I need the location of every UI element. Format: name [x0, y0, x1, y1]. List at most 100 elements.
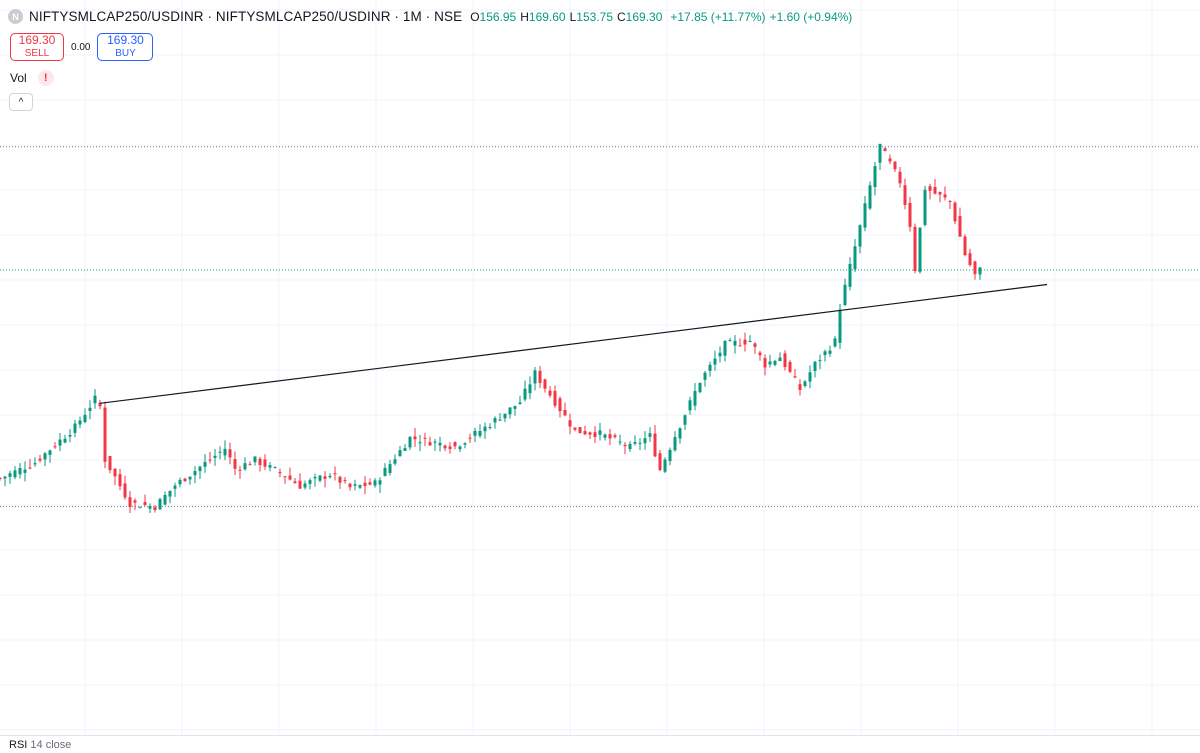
- candle-body: [703, 372, 707, 380]
- trade-buttons: 169.30 SELL 0.00 169.30 BUY: [10, 33, 154, 61]
- candle: [593, 426, 597, 444]
- candle: [633, 435, 637, 446]
- candle: [133, 498, 137, 510]
- candle-body: [273, 467, 277, 469]
- candle-body: [153, 507, 157, 511]
- buy-button[interactable]: 169.30 BUY: [97, 33, 154, 61]
- candle-body: [938, 192, 942, 195]
- candle-body: [828, 350, 832, 354]
- candle-body: [83, 414, 87, 423]
- candle-body: [543, 379, 547, 389]
- candle: [218, 446, 222, 460]
- candle-body: [413, 436, 417, 440]
- candle-body: [623, 444, 627, 447]
- candle: [513, 405, 517, 416]
- candle: [528, 376, 532, 400]
- candle: [603, 433, 607, 441]
- candle-body: [953, 202, 957, 222]
- candle: [228, 442, 232, 465]
- candle-body: [513, 405, 517, 409]
- chart-pane[interactable]: [0, 0, 1200, 735]
- candle: [678, 427, 682, 444]
- candle-body: [903, 185, 907, 205]
- candle: [938, 191, 942, 203]
- candle-body: [293, 481, 297, 484]
- candle-body: [308, 480, 312, 484]
- ohlc-open: O156.95: [470, 9, 517, 24]
- candle: [183, 477, 187, 482]
- candle-body: [538, 370, 542, 383]
- candle-body: [773, 360, 777, 365]
- candle: [398, 445, 402, 457]
- candle: [948, 200, 952, 210]
- candle-body: [398, 450, 402, 457]
- candle-body: [508, 407, 512, 415]
- candle-body: [418, 442, 422, 444]
- candle-body: [43, 453, 47, 460]
- candle-body: [588, 432, 592, 435]
- candle: [953, 201, 957, 225]
- candle-body: [548, 390, 552, 396]
- candle: [358, 484, 362, 489]
- spread-value: 0.00: [71, 41, 91, 53]
- candle-body: [218, 451, 222, 453]
- candle: [73, 419, 77, 438]
- candle: [153, 505, 157, 513]
- candle-body: [388, 464, 392, 473]
- candle-body: [33, 463, 37, 465]
- rsi-legend[interactable]: RSI 14 close: [9, 739, 71, 751]
- candle: [573, 427, 577, 432]
- symbol-title[interactable]: NIFTYSMLCAP250/USDINR · NIFTYSMLCAP250/U…: [29, 9, 463, 24]
- candle-body: [13, 470, 17, 478]
- candle-body: [463, 443, 467, 445]
- pane-separator[interactable]: [0, 735, 1200, 736]
- grid: [0, 0, 1200, 735]
- candle: [888, 154, 892, 165]
- candle: [233, 451, 237, 476]
- candle: [798, 379, 802, 396]
- sell-button[interactable]: 169.30 SELL: [10, 33, 64, 61]
- candle-body: [468, 437, 472, 439]
- candle: [783, 350, 787, 371]
- candle: [563, 402, 567, 417]
- warning-icon[interactable]: !: [37, 70, 54, 86]
- candle: [973, 260, 977, 280]
- candle-body: [238, 469, 242, 471]
- collapse-legend-button[interactable]: ^: [9, 93, 33, 111]
- candle: [598, 422, 602, 441]
- candle: [673, 431, 677, 452]
- candle-body: [263, 459, 267, 467]
- candle-body: [3, 476, 7, 479]
- candle: [178, 477, 182, 488]
- candle: [318, 474, 322, 483]
- candle-body: [878, 143, 882, 163]
- candle: [403, 444, 407, 451]
- candle: [548, 386, 552, 398]
- candle: [703, 370, 707, 387]
- candle-body: [223, 448, 227, 456]
- candle-body: [608, 434, 612, 439]
- candle-body: [63, 438, 67, 443]
- candle-body: [533, 370, 537, 384]
- candle-body: [633, 442, 637, 444]
- candle-body: [718, 352, 722, 357]
- candle: [338, 475, 342, 489]
- candle-body: [478, 431, 482, 436]
- vol-label[interactable]: Vol: [10, 71, 27, 85]
- candle: [313, 473, 317, 487]
- candle: [448, 442, 452, 454]
- price-chart[interactable]: [0, 0, 1200, 735]
- candle: [258, 456, 262, 472]
- candle-body: [173, 485, 177, 489]
- candle: [48, 449, 52, 463]
- candle: [388, 459, 392, 476]
- candle: [283, 475, 287, 484]
- candle: [893, 160, 897, 172]
- candle: [848, 257, 852, 291]
- candle: [568, 413, 572, 435]
- candle: [123, 475, 127, 500]
- candle-body: [433, 441, 437, 443]
- candle-body: [818, 360, 822, 362]
- candle-body: [113, 468, 117, 477]
- candle: [413, 428, 417, 447]
